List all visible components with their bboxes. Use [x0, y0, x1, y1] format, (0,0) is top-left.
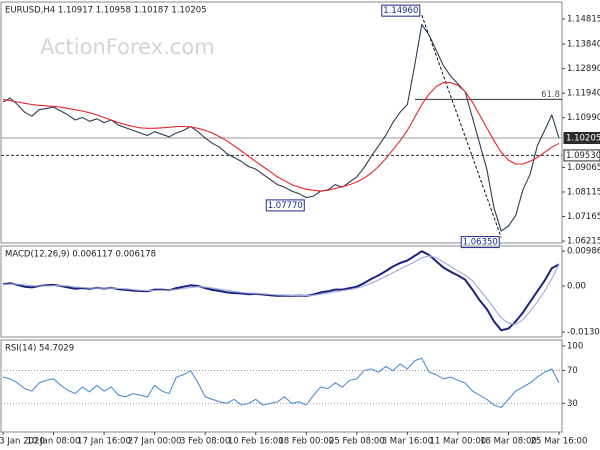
price-label-box — [563, 131, 600, 144]
annotation-box — [381, 4, 421, 17]
x-tick-label: 18 Mar 08:00 — [480, 437, 537, 447]
annotation-label: 1.07770 — [268, 201, 303, 211]
series-line — [2, 255, 560, 325]
x-tick-label: 27 Jan 00:00 — [128, 437, 182, 447]
y-tick-label: 1.12890 — [567, 64, 600, 74]
y-tick-label: 1.14815 — [567, 14, 600, 24]
panel-title: RSI(14) 54.7029 — [5, 344, 74, 354]
y-tick-label: 70 — [567, 366, 578, 376]
x-tick-label: 3 Mar 16:00 — [382, 437, 433, 447]
y-tick-label: 0.009862 — [567, 247, 600, 257]
y-tick-label: -0.013002 — [567, 328, 600, 338]
y-tick-label: 1.07165 — [567, 212, 600, 222]
y-tick-label: 1.06215 — [567, 237, 600, 247]
x-tick-label: 10 Feb 16:00 — [228, 437, 284, 447]
annotation-label: 1.06350 — [463, 238, 498, 248]
x-tick-label: 11 Mar 00:00 — [430, 437, 487, 447]
panel-frame — [0, 339, 563, 433]
fib-level-label: 61.8 — [541, 90, 560, 100]
y-tick-label: 1.09065 — [567, 163, 600, 173]
panel-frame — [0, 245, 563, 338]
x-tick-label: 3 Feb 08:00 — [180, 437, 230, 447]
y-tick-label: 0.00 — [567, 282, 586, 292]
watermark: ActionForex.com — [40, 35, 215, 59]
series-line — [2, 82, 560, 192]
series-line — [2, 357, 560, 409]
x-tick-label: 17 Jan 16:00 — [77, 437, 131, 447]
x-tick-label: 25 Mar 16:00 — [531, 437, 588, 447]
y-tick-label: 100 — [567, 341, 583, 351]
panel-title: MACD(12,26,9) 0.006117 0.006178 — [5, 250, 156, 260]
series-line — [2, 23, 560, 232]
x-tick-label: 25 Feb 08:00 — [329, 437, 385, 447]
y-tick-label: 1.11940 — [567, 89, 600, 99]
x-tick-label: 3 Jan 2020 — [0, 437, 45, 447]
annotation-label: 1.14960 — [383, 6, 418, 16]
annotation-box — [460, 236, 500, 249]
price-label: 1.09530 — [566, 151, 600, 161]
annotation-box — [265, 199, 305, 212]
panel-frame — [0, 1, 563, 244]
y-tick-label: 1.13840 — [567, 40, 600, 50]
panel-title: EURUSD,H4 1.10917 1.10958 1.10187 1.1020… — [5, 6, 207, 16]
price-label-box — [563, 149, 600, 162]
y-tick-label: 1.08115 — [567, 187, 600, 197]
y-tick-label: 1.10990 — [567, 113, 600, 123]
y-tick-label: 30 — [567, 399, 578, 409]
price-label: 1.10205 — [566, 133, 600, 143]
zigzag — [421, 15, 502, 238]
x-tick-label: 10 Jan 08:00 — [27, 437, 81, 447]
x-tick-label: 18 Feb 00:00 — [278, 437, 334, 447]
